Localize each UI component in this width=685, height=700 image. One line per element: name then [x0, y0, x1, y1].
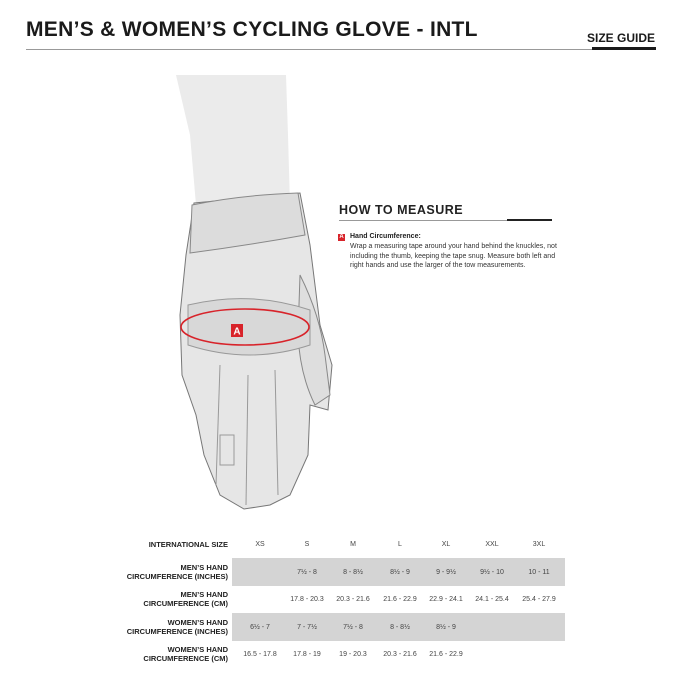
marker-a-badge [231, 324, 243, 337]
row-label-line1: MEN’S HAND [180, 563, 228, 572]
row-label-line2: CIRCUMFERENCE (CM) [143, 654, 228, 663]
measure-badge: A [338, 234, 345, 241]
knuckle-pad [187, 298, 311, 356]
arm [176, 75, 290, 205]
row-label-line2: CIRCUMFERENCE (INCHES) [126, 572, 228, 581]
size-header: M [350, 540, 356, 548]
table-cell: 8 - 8½ [390, 623, 410, 631]
table-row: MEN’S HAND CIRCUMFERENCE (INCHES) 7½ - 8 8 … [127, 558, 570, 586]
measuring-tape [180, 308, 310, 346]
table-cell: 20.3 - 21.6 [383, 650, 417, 658]
table-cell: 9½ - 10 [480, 568, 504, 576]
row-label: WOMEN’S HAND CIRCUMFERENCE (CM) [143, 640, 228, 668]
table-cell: 21.6 - 22.9 [383, 595, 417, 603]
table-cell: 16.5 - 17.8 [243, 650, 277, 658]
table-cell: 7 - 7½ [297, 623, 317, 631]
table-cell: 20.3 - 21.6 [336, 595, 370, 603]
row-label: MEN’S HAND CIRCUMFERENCE (CM) [143, 585, 228, 613]
size-header: XXL [485, 540, 499, 548]
table-cell: 7½ - 8 [297, 568, 317, 576]
header-label: INTERNATIONAL SIZE [148, 539, 228, 549]
row-background [232, 558, 565, 586]
measure-item-title: Hand Circumference: [350, 233, 421, 240]
table-cell: 8½ - 9 [390, 568, 410, 576]
cuff [189, 192, 306, 254]
table-cell: 24.1 - 25.4 [475, 595, 509, 603]
row-label-line2: CIRCUMFERENCE (INCHES) [126, 627, 228, 636]
measure-item-text: Wrap a measuring tape around your hand b… [350, 243, 557, 269]
row-label: MEN’S HAND CIRCUMFERENCE (INCHES) [127, 558, 228, 586]
table-cell [516, 640, 562, 668]
page-title: MEN’S & WOMEN’S CYCLING GLOVE - INTL [26, 18, 478, 41]
table-cell [516, 613, 562, 641]
table-cell: 8 - 8½ [343, 568, 363, 576]
size-guide-label: SIZE GUIDE [586, 31, 655, 45]
table-cell: 19 - 20.3 [339, 650, 367, 658]
size-header: S [304, 540, 310, 548]
table-cell: 22.9 - 24.1 [429, 595, 463, 603]
table-cell: 6½ - 7 [250, 623, 270, 631]
size-header: XL [441, 540, 451, 548]
table-cell: 9 - 9½ [436, 568, 456, 576]
row-label-line2: CIRCUMFERENCE (CM) [143, 599, 228, 608]
table-cell [237, 558, 283, 586]
table-cell: 21.6 - 22.9 [429, 650, 463, 658]
how-to-measure-heading: HOW TO MEASURE [339, 203, 464, 217]
table-cell: 17.8 - 19 [293, 650, 321, 658]
row-label-line1: WOMEN’S HAND [167, 645, 228, 654]
table-cell: 10 - 11 [528, 568, 550, 576]
table-cell: 8½ - 9 [436, 623, 456, 631]
row-label: WOMEN’S HAND CIRCUMFERENCE (INCHES) [127, 613, 228, 641]
how-to-measure-divider [339, 220, 551, 221]
table-header-row: INTERNATIONAL SIZE XS S M L XL XXL 3XL [130, 530, 570, 558]
table-row: WOMEN’S HAND CIRCUMFERENCE (CM) 16.5 - 17.… [130, 640, 570, 668]
marker-a-label: A [233, 327, 240, 338]
size-header: XS [255, 540, 265, 548]
size-header: 3XL [532, 540, 546, 548]
table-cell: 25.4 - 27.9 [522, 595, 556, 603]
table-row: MEN’S HAND CIRCUMFERENCE (CM) 17.8 - 20.3 2… [130, 585, 570, 613]
table-row: WOMEN’S HAND CIRCUMFERENCE (INCHES) 6½ - 7… [127, 613, 570, 641]
row-background [232, 613, 565, 641]
thumb [297, 274, 331, 406]
size-guide-underline [592, 47, 656, 50]
table-cell [237, 585, 283, 613]
header-divider [26, 49, 656, 50]
row-label-line1: MEN’S HAND [180, 590, 228, 599]
size-header: L [398, 540, 402, 548]
how-to-measure-accent-bar [507, 219, 552, 221]
row-label-line1: WOMEN’S HAND [167, 618, 228, 627]
table-cell: 17.8 - 20.3 [290, 595, 324, 603]
table-cell [469, 613, 515, 641]
table-cell [469, 640, 515, 668]
glove-illustration: A [176, 75, 333, 510]
table-cell: 7½ - 8 [343, 623, 363, 631]
